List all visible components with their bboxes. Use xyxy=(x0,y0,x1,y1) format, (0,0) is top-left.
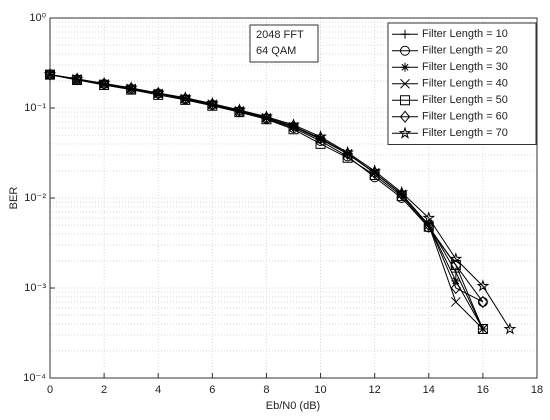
marker xyxy=(43,67,57,81)
legend-label: Filter Length = 40 xyxy=(422,78,508,90)
marker xyxy=(450,297,461,307)
marker xyxy=(476,279,490,292)
y-tick-label: 10⁻⁴ xyxy=(23,372,46,384)
marker xyxy=(395,185,409,198)
legend-label: Filter Length = 60 xyxy=(422,111,508,123)
x-tick-label: 0 xyxy=(47,384,53,396)
marker xyxy=(151,86,165,99)
marker xyxy=(124,81,138,94)
legend-label: Filter Length = 30 xyxy=(422,61,508,73)
y-tick-label: 10⁻³ xyxy=(24,282,46,294)
x-tick-label: 14 xyxy=(423,384,435,396)
marker xyxy=(503,322,517,335)
annotation: 2048 FFT xyxy=(256,29,304,41)
marker xyxy=(477,295,489,309)
y-tick-label: 10⁻² xyxy=(24,192,46,204)
x-tick-label: 8 xyxy=(263,384,269,396)
x-tick-label: 2 xyxy=(101,384,107,396)
marker xyxy=(400,45,410,56)
y-tick-label: 10⁻¹ xyxy=(24,102,46,114)
legend-label: Filter Length = 20 xyxy=(422,45,508,57)
marker xyxy=(400,78,410,89)
marker xyxy=(369,170,380,181)
y-tick-label: 10⁰ xyxy=(29,12,46,24)
marker xyxy=(70,72,84,85)
marker xyxy=(478,324,488,334)
marker xyxy=(341,145,355,158)
marker xyxy=(400,95,410,106)
marker xyxy=(398,126,412,139)
y-axis-label: BER xyxy=(8,187,20,210)
plot-frame xyxy=(49,17,538,379)
x-tick-label: 18 xyxy=(531,384,543,396)
legend-label: Filter Length = 50 xyxy=(422,94,508,106)
marker xyxy=(287,118,300,131)
marker xyxy=(396,191,407,202)
x-tick-label: 10 xyxy=(314,384,326,396)
marker xyxy=(45,69,55,80)
x-tick-label: 4 xyxy=(155,384,161,396)
marker xyxy=(400,62,410,72)
x-tick-label: 16 xyxy=(477,384,489,396)
marker xyxy=(400,29,410,39)
annotation-box xyxy=(249,24,319,63)
marker xyxy=(178,91,192,104)
x-tick-label: 12 xyxy=(369,384,381,396)
marker xyxy=(449,252,463,265)
x-tick-label: 6 xyxy=(209,384,215,396)
legend-label: Filter Length = 10 xyxy=(422,28,508,40)
series-line xyxy=(49,74,484,303)
marker xyxy=(232,103,246,116)
annotation: 64 QAM xyxy=(256,45,296,57)
marker xyxy=(477,324,488,335)
marker xyxy=(205,96,219,110)
marker xyxy=(288,124,299,135)
legend-label: Filter Length = 70 xyxy=(422,127,508,139)
marker xyxy=(450,281,461,295)
x-axis-label: Eb/N0 (dB) xyxy=(266,400,320,412)
marker xyxy=(97,76,111,89)
marker xyxy=(422,211,436,224)
marker xyxy=(314,129,327,143)
marker xyxy=(399,110,411,123)
marker xyxy=(368,164,382,177)
marker xyxy=(451,276,461,286)
marker xyxy=(260,109,273,123)
